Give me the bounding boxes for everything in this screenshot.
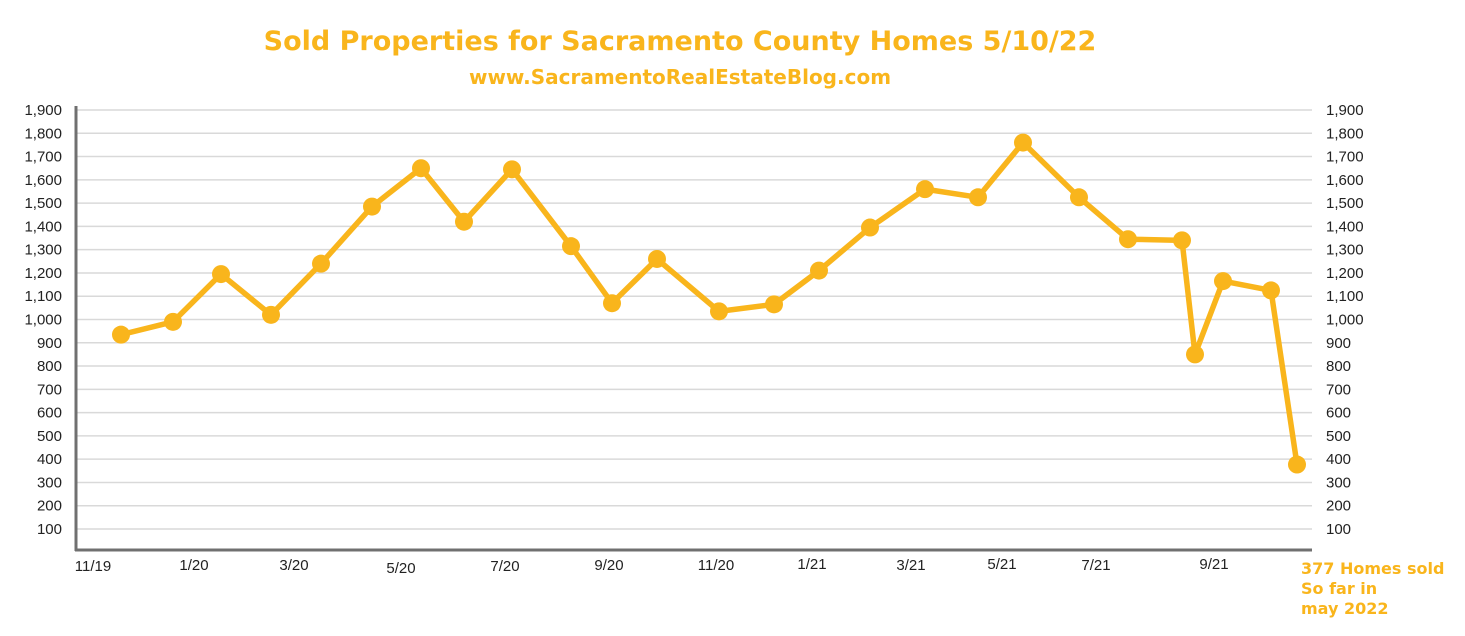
data-point xyxy=(212,265,230,284)
y-tick-label-left: 200 xyxy=(37,498,62,515)
y-tick-label-right: 1,300 xyxy=(1326,242,1364,259)
y-tick-label-left: 400 xyxy=(37,451,62,468)
chart-title: Sold Properties for Sacramento County Ho… xyxy=(264,26,1097,57)
y-tick-label-right: 1,400 xyxy=(1326,218,1364,235)
y-tick-label-left: 1,000 xyxy=(24,312,62,329)
data-point xyxy=(1070,188,1088,207)
y-tick-label-left: 800 xyxy=(37,358,62,375)
y-tick-label-right: 600 xyxy=(1326,405,1351,422)
x-tick-label: 3/21 xyxy=(896,557,925,574)
y-tick-label-right: 1,800 xyxy=(1326,125,1364,142)
x-tick-label: 7/21 xyxy=(1081,557,1110,574)
x-tick-label: 9/21 xyxy=(1199,556,1228,573)
y-tick-label-left: 700 xyxy=(37,381,62,398)
axes xyxy=(74,106,1312,552)
y-tick-label-right: 1,100 xyxy=(1326,288,1364,305)
chart-subtitle: www.SacramentoRealEstateBlog.com xyxy=(469,65,891,89)
y-tick-label-left: 300 xyxy=(37,474,62,491)
data-point xyxy=(562,237,580,256)
y-tick-label-right: 1,000 xyxy=(1326,312,1364,329)
y-tick-label-right: 200 xyxy=(1326,498,1351,515)
data-point xyxy=(455,212,473,231)
y-tick-label-right: 1,900 xyxy=(1326,102,1364,119)
y-tick-label-left: 500 xyxy=(37,428,62,445)
y-tick-label-left: 1,100 xyxy=(24,288,62,305)
y-tick-label-right: 800 xyxy=(1326,358,1351,375)
data-point xyxy=(164,312,182,331)
x-tick-label: 9/20 xyxy=(594,557,623,574)
y-axis-right-ticks: 1,900 1,800 1,700 1,600 1,500 1,400 1,300 1,200… xyxy=(1326,102,1364,538)
data-point xyxy=(648,249,666,268)
y-tick-label-left: 100 xyxy=(37,521,62,538)
data-point xyxy=(1214,272,1232,291)
y-tick-label-left: 1,200 xyxy=(24,265,62,282)
y-tick-label-left: 1,500 xyxy=(24,195,62,212)
data-point xyxy=(710,302,728,321)
y-tick-label-left: 1,400 xyxy=(24,218,62,235)
data-point xyxy=(861,218,879,237)
x-axis-ticks: 11/19 1/20 3/20 5/20 7/20 9/20 11/20 1/21 3/21 5/… xyxy=(75,556,1229,577)
data-point xyxy=(312,254,330,273)
y-tick-label-right: 1,500 xyxy=(1326,195,1364,212)
data-point xyxy=(1173,231,1191,250)
data-point xyxy=(765,295,783,314)
annotation-line: So far in xyxy=(1301,579,1377,598)
gridlines xyxy=(76,109,1312,530)
data-point xyxy=(1262,281,1280,300)
y-tick-label-right: 100 xyxy=(1326,521,1351,538)
x-tick-label: 5/21 xyxy=(987,556,1016,573)
x-tick-label: 3/20 xyxy=(279,557,308,574)
data-point xyxy=(1186,345,1204,364)
series-homes-sold xyxy=(112,133,1306,474)
data-point xyxy=(603,294,621,313)
annotation-line: may 2022 xyxy=(1301,599,1389,618)
x-tick-label: 7/20 xyxy=(490,558,519,575)
y-tick-label-right: 400 xyxy=(1326,451,1351,468)
x-tick-label: 1/20 xyxy=(179,557,208,574)
x-tick-label: 11/19 xyxy=(75,558,111,575)
data-point xyxy=(1288,455,1306,474)
data-point xyxy=(412,159,430,178)
data-point xyxy=(1014,133,1032,152)
series-line xyxy=(120,139,1300,465)
x-tick-label: 1/21 xyxy=(797,556,826,573)
x-tick-label: 11/20 xyxy=(698,557,734,574)
y-tick-label-left: 1,700 xyxy=(24,149,62,166)
y-tick-label-left: 1,600 xyxy=(24,172,62,189)
y-tick-label-left: 1,900 xyxy=(24,102,62,119)
y-tick-label-right: 700 xyxy=(1326,381,1351,398)
data-point xyxy=(262,305,280,324)
y-tick-label-left: 600 xyxy=(37,405,62,422)
data-point xyxy=(916,180,934,199)
y-tick-label-right: 500 xyxy=(1326,428,1351,445)
annotation-line: 377 Homes sold xyxy=(1301,559,1444,578)
y-tick-label-right: 1,600 xyxy=(1326,172,1364,189)
data-point xyxy=(503,160,521,179)
data-point xyxy=(363,197,381,216)
data-point xyxy=(1119,230,1137,249)
data-point xyxy=(112,325,130,344)
data-point xyxy=(969,188,987,207)
y-tick-label-right: 900 xyxy=(1326,335,1351,352)
y-tick-label-right: 1,700 xyxy=(1326,149,1364,166)
y-tick-label-right: 300 xyxy=(1326,474,1351,491)
y-tick-label-left: 1,300 xyxy=(24,242,62,259)
data-point xyxy=(810,261,828,280)
y-axis-left-ticks: 1,900 1,800 1,700 1,600 1,500 1,400 1,300 1,200… xyxy=(24,102,62,538)
y-tick-label-left: 1,800 xyxy=(24,125,62,142)
x-tick-label: 5/20 xyxy=(386,560,415,577)
y-tick-label-left: 900 xyxy=(37,335,62,352)
y-tick-label-right: 1,200 xyxy=(1326,265,1364,282)
